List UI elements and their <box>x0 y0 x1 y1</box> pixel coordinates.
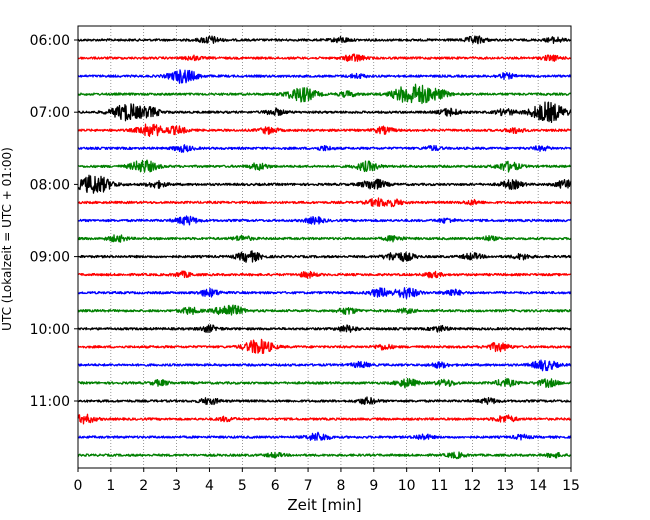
x-tick-label: 3 <box>172 478 181 494</box>
x-tick-label: 10 <box>398 478 416 494</box>
y-tick-label: 10:00 <box>30 322 70 338</box>
x-axis-ticks: 0 1 2 3 4 5 6 7 8 9 10 11 12 13 14 15 <box>74 468 580 494</box>
trace-group <box>77 35 572 460</box>
x-tick-label: 7 <box>304 478 313 494</box>
y-tick-label: 09:00 <box>30 250 70 266</box>
seismic-trace <box>77 69 572 84</box>
seismic-trace <box>77 304 572 316</box>
x-tick-label: 6 <box>271 478 280 494</box>
seismic-trace <box>77 35 572 45</box>
x-tick-label: 9 <box>369 478 378 494</box>
seismic-trace <box>77 234 572 243</box>
x-tick-label: 2 <box>139 478 148 494</box>
seismic-trace <box>77 215 572 226</box>
seismic-trace <box>77 431 572 441</box>
seismic-trace <box>77 396 572 406</box>
seismic-trace <box>77 359 572 372</box>
y-tick-label: 07:00 <box>30 105 70 121</box>
x-axis-label: Zeit [min] <box>287 496 361 514</box>
x-tick-label: 1 <box>106 478 115 494</box>
seismic-trace <box>77 197 572 208</box>
x-tick-label: 4 <box>205 478 214 494</box>
x-tick-label: 11 <box>431 478 449 494</box>
seismic-trace <box>77 287 572 300</box>
seismic-trace <box>77 144 572 153</box>
seismic-trace <box>77 324 572 334</box>
y-axis-label: UTC (Lokalzeit = UTC + 01:00) <box>0 147 14 331</box>
seismic-trace <box>77 451 572 460</box>
seismic-trace <box>77 270 572 279</box>
seismic-trace <box>77 159 572 173</box>
seismic-trace <box>77 174 572 194</box>
x-tick-label: 15 <box>562 478 580 494</box>
y-tick-label: 11:00 <box>30 394 70 410</box>
seismic-trace <box>77 101 572 124</box>
x-tick-label: 12 <box>463 478 481 494</box>
x-tick-label: 14 <box>529 478 547 494</box>
x-tick-label: 13 <box>496 478 514 494</box>
plot-frame <box>77 25 572 469</box>
y-axis-ticks: 06:00 07:00 08:00 09:00 10:00 11:00 <box>30 33 78 410</box>
x-tick-label: 0 <box>74 478 83 494</box>
seismic-trace <box>77 123 572 138</box>
seismic-trace <box>77 413 572 425</box>
y-tick-label: 08:00 <box>30 177 70 193</box>
seismic-trace <box>77 53 572 62</box>
seismic-trace <box>77 83 572 105</box>
x-tick-label: 5 <box>238 478 247 494</box>
y-tick-label: 06:00 <box>30 33 70 49</box>
x-tick-label: 8 <box>336 478 345 494</box>
seismic-trace <box>77 250 572 263</box>
seismic-trace <box>77 338 572 354</box>
seismic-trace <box>77 377 572 389</box>
